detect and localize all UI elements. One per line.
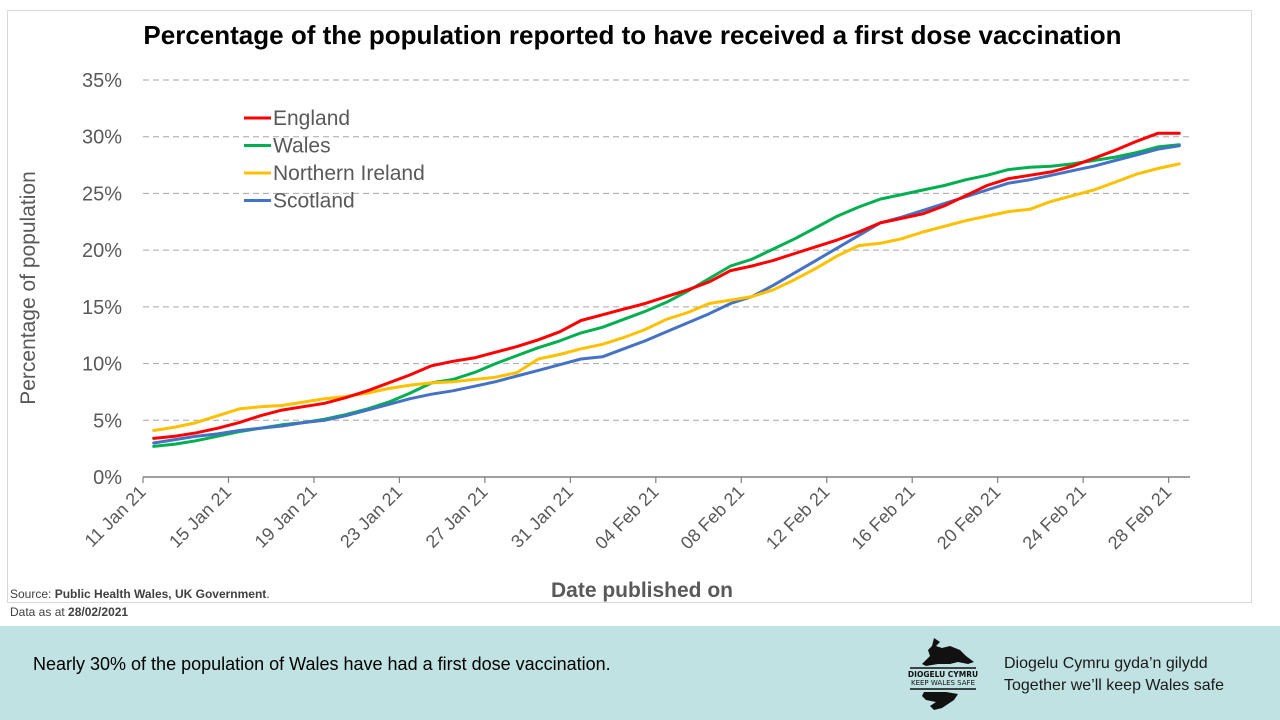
x-tick-label: 12 Feb 21 bbox=[762, 482, 833, 553]
x-tick-label: 27 Jan 21 bbox=[422, 482, 492, 552]
legend-label: Scotland bbox=[273, 190, 355, 213]
chart-frame bbox=[7, 10, 1252, 603]
x-tick-label: 28 Feb 21 bbox=[1104, 482, 1175, 553]
x-tick-label: 15 Jan 21 bbox=[165, 482, 235, 552]
y-tick-label: 10% bbox=[82, 354, 122, 376]
x-tick-label: 04 Feb 21 bbox=[591, 482, 662, 553]
source-note: Source: Public Health Wales, UK Governme… bbox=[10, 587, 270, 601]
footer-message: Nearly 30% of the population of Wales ha… bbox=[33, 654, 611, 674]
x-axis-label: Date published on bbox=[551, 579, 733, 602]
series-line-scotland bbox=[152, 144, 1181, 445]
legend-label: Wales bbox=[273, 135, 331, 158]
footer-banner: Nearly 30% of the population of Wales ha… bbox=[0, 626, 1280, 720]
tagline-welsh: Diogelu Cymru gyda’n gilydd bbox=[1004, 655, 1208, 672]
y-tick-label: 35% bbox=[82, 70, 122, 92]
series-line-northern-ireland bbox=[152, 162, 1181, 432]
x-tick-label: 08 Feb 21 bbox=[677, 482, 748, 553]
y-tick-label: 20% bbox=[82, 240, 122, 262]
y-tick-label: 5% bbox=[93, 410, 122, 432]
y-tick-label: 30% bbox=[82, 127, 122, 149]
line-chart: 0% 5% 10% 15% 20% 25% 30% 35% 11 Jan 21 15 Jan 2… bbox=[17, 70, 1190, 602]
series-line-england bbox=[152, 131, 1181, 440]
x-tick-label: 23 Jan 21 bbox=[336, 482, 406, 552]
data-as-at-date: 28/02/2021 bbox=[68, 605, 129, 619]
source-names: Public Health Wales, UK Government bbox=[54, 587, 267, 601]
y-tick-label: 0% bbox=[93, 467, 122, 489]
source-suffix: . bbox=[266, 587, 270, 601]
x-tick-label: 20 Feb 21 bbox=[933, 482, 1004, 553]
x-tick-label: 16 Feb 21 bbox=[848, 482, 919, 553]
tagline-english: Together we’ll keep Wales safe bbox=[1004, 677, 1224, 694]
y-axis-label: Percentage of population bbox=[17, 171, 40, 405]
legend-item: Scotland bbox=[244, 190, 355, 213]
data-as-at-note: Data as at 28/02/2021 bbox=[10, 605, 128, 619]
x-tick-label: 24 Feb 21 bbox=[1019, 482, 1090, 553]
legend-item: Northern Ireland bbox=[244, 162, 425, 185]
keep-wales-safe-logo-icon: DIOGELU CYMRU KEEP WALES SAFE bbox=[908, 638, 978, 710]
legend-item: England bbox=[244, 107, 350, 130]
tagline: Diogelu Cymru gyda’n gilydd Together we’… bbox=[1004, 653, 1224, 697]
y-tick-label: 25% bbox=[82, 183, 122, 205]
x-tick-label: 19 Jan 21 bbox=[251, 482, 321, 552]
x-tick-label: 31 Jan 21 bbox=[507, 482, 577, 552]
y-tick-label: 15% bbox=[82, 297, 122, 319]
legend-label: England bbox=[273, 107, 350, 130]
logo-text-line2: KEEP WALES SAFE bbox=[911, 679, 975, 687]
legend-label: Northern Ireland bbox=[273, 162, 425, 185]
x-tick-label: 11 Jan 21 bbox=[81, 482, 150, 551]
source-prefix: Source: bbox=[10, 587, 55, 601]
data-as-at-prefix: Data as at bbox=[10, 605, 69, 619]
legend-item: Wales bbox=[244, 135, 331, 158]
logo-text-line1: DIOGELU CYMRU bbox=[908, 670, 978, 679]
chart-title: Percentage of the population reported to… bbox=[143, 20, 1122, 50]
